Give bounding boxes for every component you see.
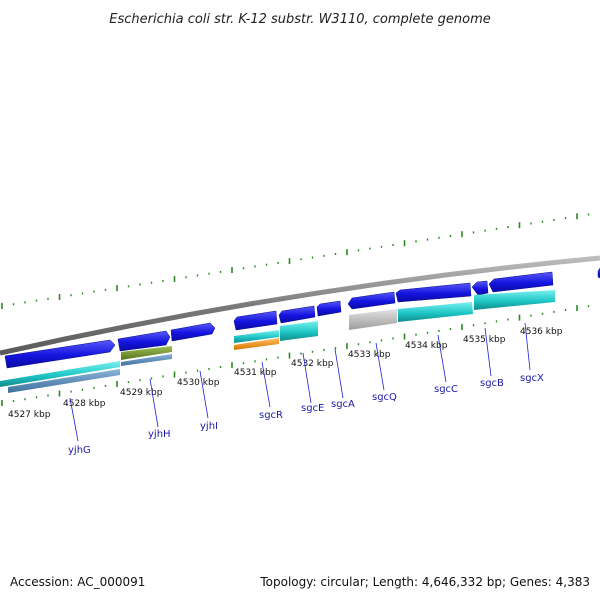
cds-bar-gray[interactable] — [349, 309, 397, 330]
inner-tick-row — [1, 305, 590, 406]
scale-label: 4533 kbp — [348, 350, 391, 360]
scale-label: 4527 kbp — [8, 410, 51, 420]
cds-bar-teal[interactable] — [280, 321, 318, 341]
gene-label-sgcR[interactable]: sgcR — [259, 410, 283, 421]
gene-label-yjhH[interactable]: yjhH — [148, 429, 171, 440]
gene-arrow[interactable] — [488, 271, 554, 293]
gene-arrow[interactable] — [316, 300, 342, 317]
accession-text: Accession: AC_000091 — [10, 575, 145, 589]
scale-labels: 4527 kbp 4528 kbp 4529 kbp 4530 kbp 4531… — [8, 327, 563, 420]
gene-arrow[interactable] — [471, 280, 489, 296]
scale-label: 4534 kbp — [405, 341, 448, 351]
cds-bar-steel[interactable] — [121, 354, 172, 366]
forward-strand-genes — [4, 267, 600, 369]
gene-label-yjhG[interactable]: yjhG — [68, 445, 91, 456]
gene-label-sgcA[interactable]: sgcA — [331, 399, 355, 410]
gene-label-sgcX[interactable]: sgcX — [520, 373, 544, 384]
genome-summary-text: Topology: circular; Length: 4,646,332 bp… — [259, 575, 590, 589]
gene-labels: yjhG yjhH yjhI sgcR sgcE sgcA sgcQ sgcC … — [68, 373, 544, 456]
cds-bar-teal[interactable] — [234, 330, 279, 343]
gene-label-sgcE[interactable]: sgcE — [301, 403, 324, 414]
gene-arrow[interactable] — [117, 330, 171, 352]
scale-label: 4529 kbp — [120, 388, 163, 398]
feature-tracks — [0, 290, 555, 393]
gene-arrow[interactable] — [4, 339, 116, 369]
gene-arrow[interactable] — [278, 305, 316, 324]
cds-bar-teal[interactable] — [474, 290, 555, 310]
cds-bar-green[interactable] — [121, 346, 172, 360]
cds-bar-teal[interactable] — [0, 361, 120, 387]
scale-label: 4528 kbp — [63, 399, 106, 409]
scale-label: 4532 kbp — [291, 359, 334, 369]
gene-label-yjhI[interactable]: yjhI — [200, 421, 218, 432]
gene-label-sgcC[interactable]: sgcC — [434, 384, 458, 395]
gene-arrow[interactable] — [170, 322, 216, 342]
gene-label-sgcQ[interactable]: sgcQ — [372, 392, 397, 403]
gene-leader-lines — [69, 322, 531, 442]
scale-label: 4535 kbp — [463, 335, 506, 345]
outer-tick-row — [1, 213, 590, 309]
gene-arrow[interactable] — [395, 282, 472, 303]
cds-bar-orange[interactable] — [234, 338, 279, 350]
scale-label: 4531 kbp — [234, 368, 277, 378]
gene-arrow[interactable] — [233, 310, 278, 331]
map-title: Escherichia coli str. K-12 substr. W3110… — [109, 12, 490, 27]
gene-label-sgcB[interactable]: sgcB — [480, 378, 504, 389]
scale-label: 4530 kbp — [177, 378, 220, 388]
scale-label: 4536 kbp — [520, 327, 563, 337]
gene-arrow[interactable] — [347, 291, 396, 310]
cds-bar-teal[interactable] — [398, 302, 473, 322]
genome-backbone — [0, 255, 600, 356]
cds-bar-steel[interactable] — [8, 369, 120, 393]
